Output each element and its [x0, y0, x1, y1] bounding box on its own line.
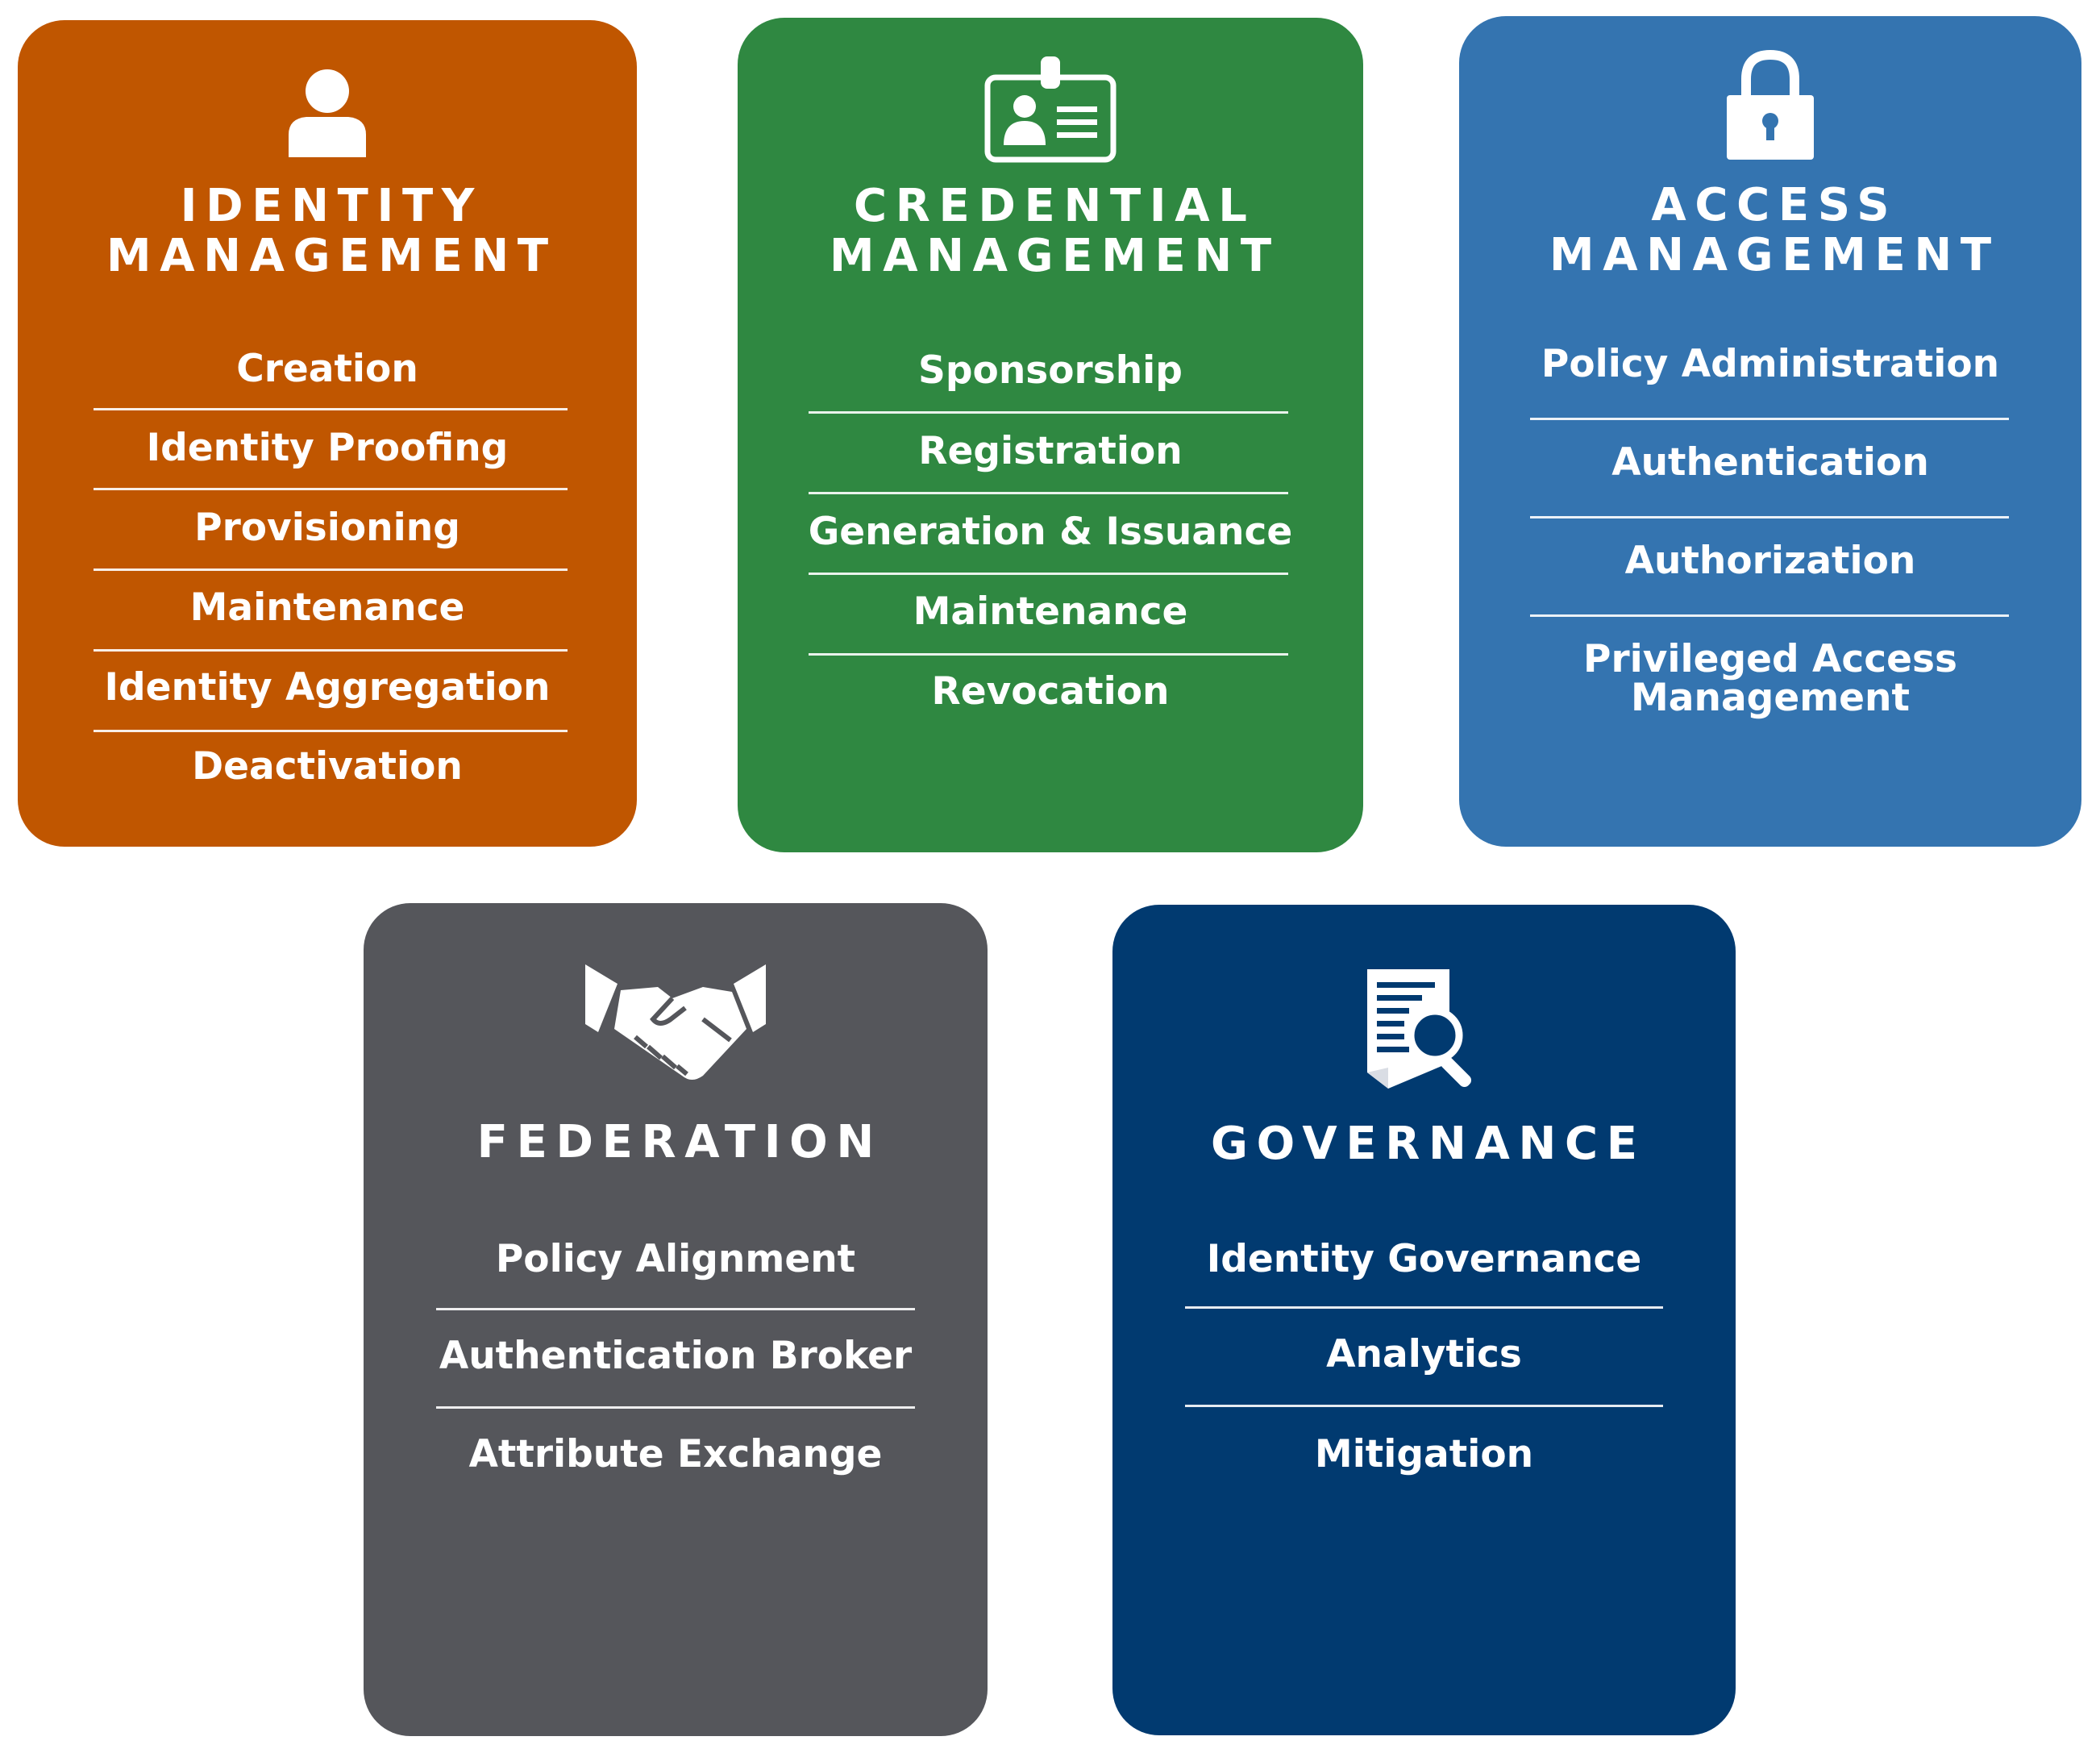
- title-line: GOVERNANCE: [1211, 1118, 1646, 1170]
- list-item: Identity Proofing: [146, 426, 509, 470]
- card-title: CREDENTIAL MANAGEMENT: [738, 181, 1363, 281]
- list-item: Mitigation: [1314, 1432, 1534, 1476]
- list-item: Policy Administration: [1541, 342, 2000, 386]
- list-item: Attribute Exchange: [468, 1432, 883, 1476]
- divider: [94, 568, 568, 571]
- divider: [94, 649, 568, 652]
- divider: [1530, 614, 2009, 617]
- title-line: MANAGEMENT: [829, 230, 1280, 282]
- document-search-icon: [1364, 968, 1485, 1090]
- list-item: Provisioning: [194, 506, 460, 550]
- id-badge-icon: [984, 56, 1117, 163]
- card-title: GOVERNANCE: [1112, 1119, 1736, 1169]
- list-item: Authorization: [1624, 539, 1916, 583]
- list-item: Privileged Access Management: [1583, 637, 1957, 720]
- title-line: MANAGEMENT: [106, 230, 557, 282]
- title-line: MANAGEMENT: [1549, 229, 2000, 281]
- list-item: Maintenance: [913, 589, 1188, 634]
- list-item: Maintenance: [189, 585, 465, 630]
- list-item: Authentication Broker: [439, 1334, 913, 1378]
- divider: [809, 492, 1288, 494]
- list-item: Identity Aggregation: [104, 665, 551, 710]
- card-title: IDENTITY MANAGEMENT: [18, 181, 637, 281]
- divider: [436, 1308, 915, 1310]
- list-item: Authentication: [1611, 440, 1929, 485]
- card-identity-management: IDENTITY MANAGEMENT Creation Identity Pr…: [18, 20, 637, 847]
- divider: [1185, 1405, 1663, 1407]
- divider: [94, 488, 568, 490]
- divider: [436, 1406, 915, 1409]
- handshake-icon: [582, 963, 769, 1084]
- list-item: Sponsorship: [918, 348, 1183, 393]
- title-line: ACCESS: [1651, 179, 1898, 231]
- list-item: Generation & Issuance: [808, 510, 1293, 554]
- divider: [809, 573, 1288, 575]
- card-credential-management: CREDENTIAL MANAGEMENT Sponsorship Regist…: [738, 18, 1363, 852]
- list-item: Deactivation: [192, 744, 463, 789]
- divider: [94, 730, 568, 732]
- list-item: Analytics: [1326, 1332, 1522, 1376]
- card-governance: GOVERNANCE Identity Governance Analytics…: [1112, 905, 1736, 1735]
- card-title: ACCESS MANAGEMENT: [1459, 181, 2081, 281]
- divider: [809, 653, 1288, 656]
- card-federation: FEDERATION Policy Alignment Authenticati…: [364, 903, 988, 1736]
- title-line: IDENTITY: [180, 180, 483, 232]
- card-title: FEDERATION: [364, 1118, 988, 1168]
- divider: [809, 411, 1288, 414]
- divider: [94, 408, 568, 410]
- title-line: FEDERATION: [476, 1116, 883, 1168]
- title-line: CREDENTIAL: [854, 180, 1256, 232]
- list-item: Creation: [236, 347, 418, 391]
- divider: [1530, 516, 2009, 518]
- card-access-management: ACCESS MANAGEMENT Policy Administration …: [1459, 16, 2081, 847]
- divider: [1185, 1306, 1663, 1309]
- list-item: Registration: [918, 429, 1183, 473]
- person-icon: [285, 69, 369, 157]
- divider: [1530, 418, 2009, 420]
- list-item: Revocation: [931, 669, 1170, 714]
- list-item: Policy Alignment: [495, 1237, 856, 1281]
- padlock-icon: [1725, 48, 1815, 161]
- list-item: Identity Governance: [1206, 1237, 1642, 1281]
